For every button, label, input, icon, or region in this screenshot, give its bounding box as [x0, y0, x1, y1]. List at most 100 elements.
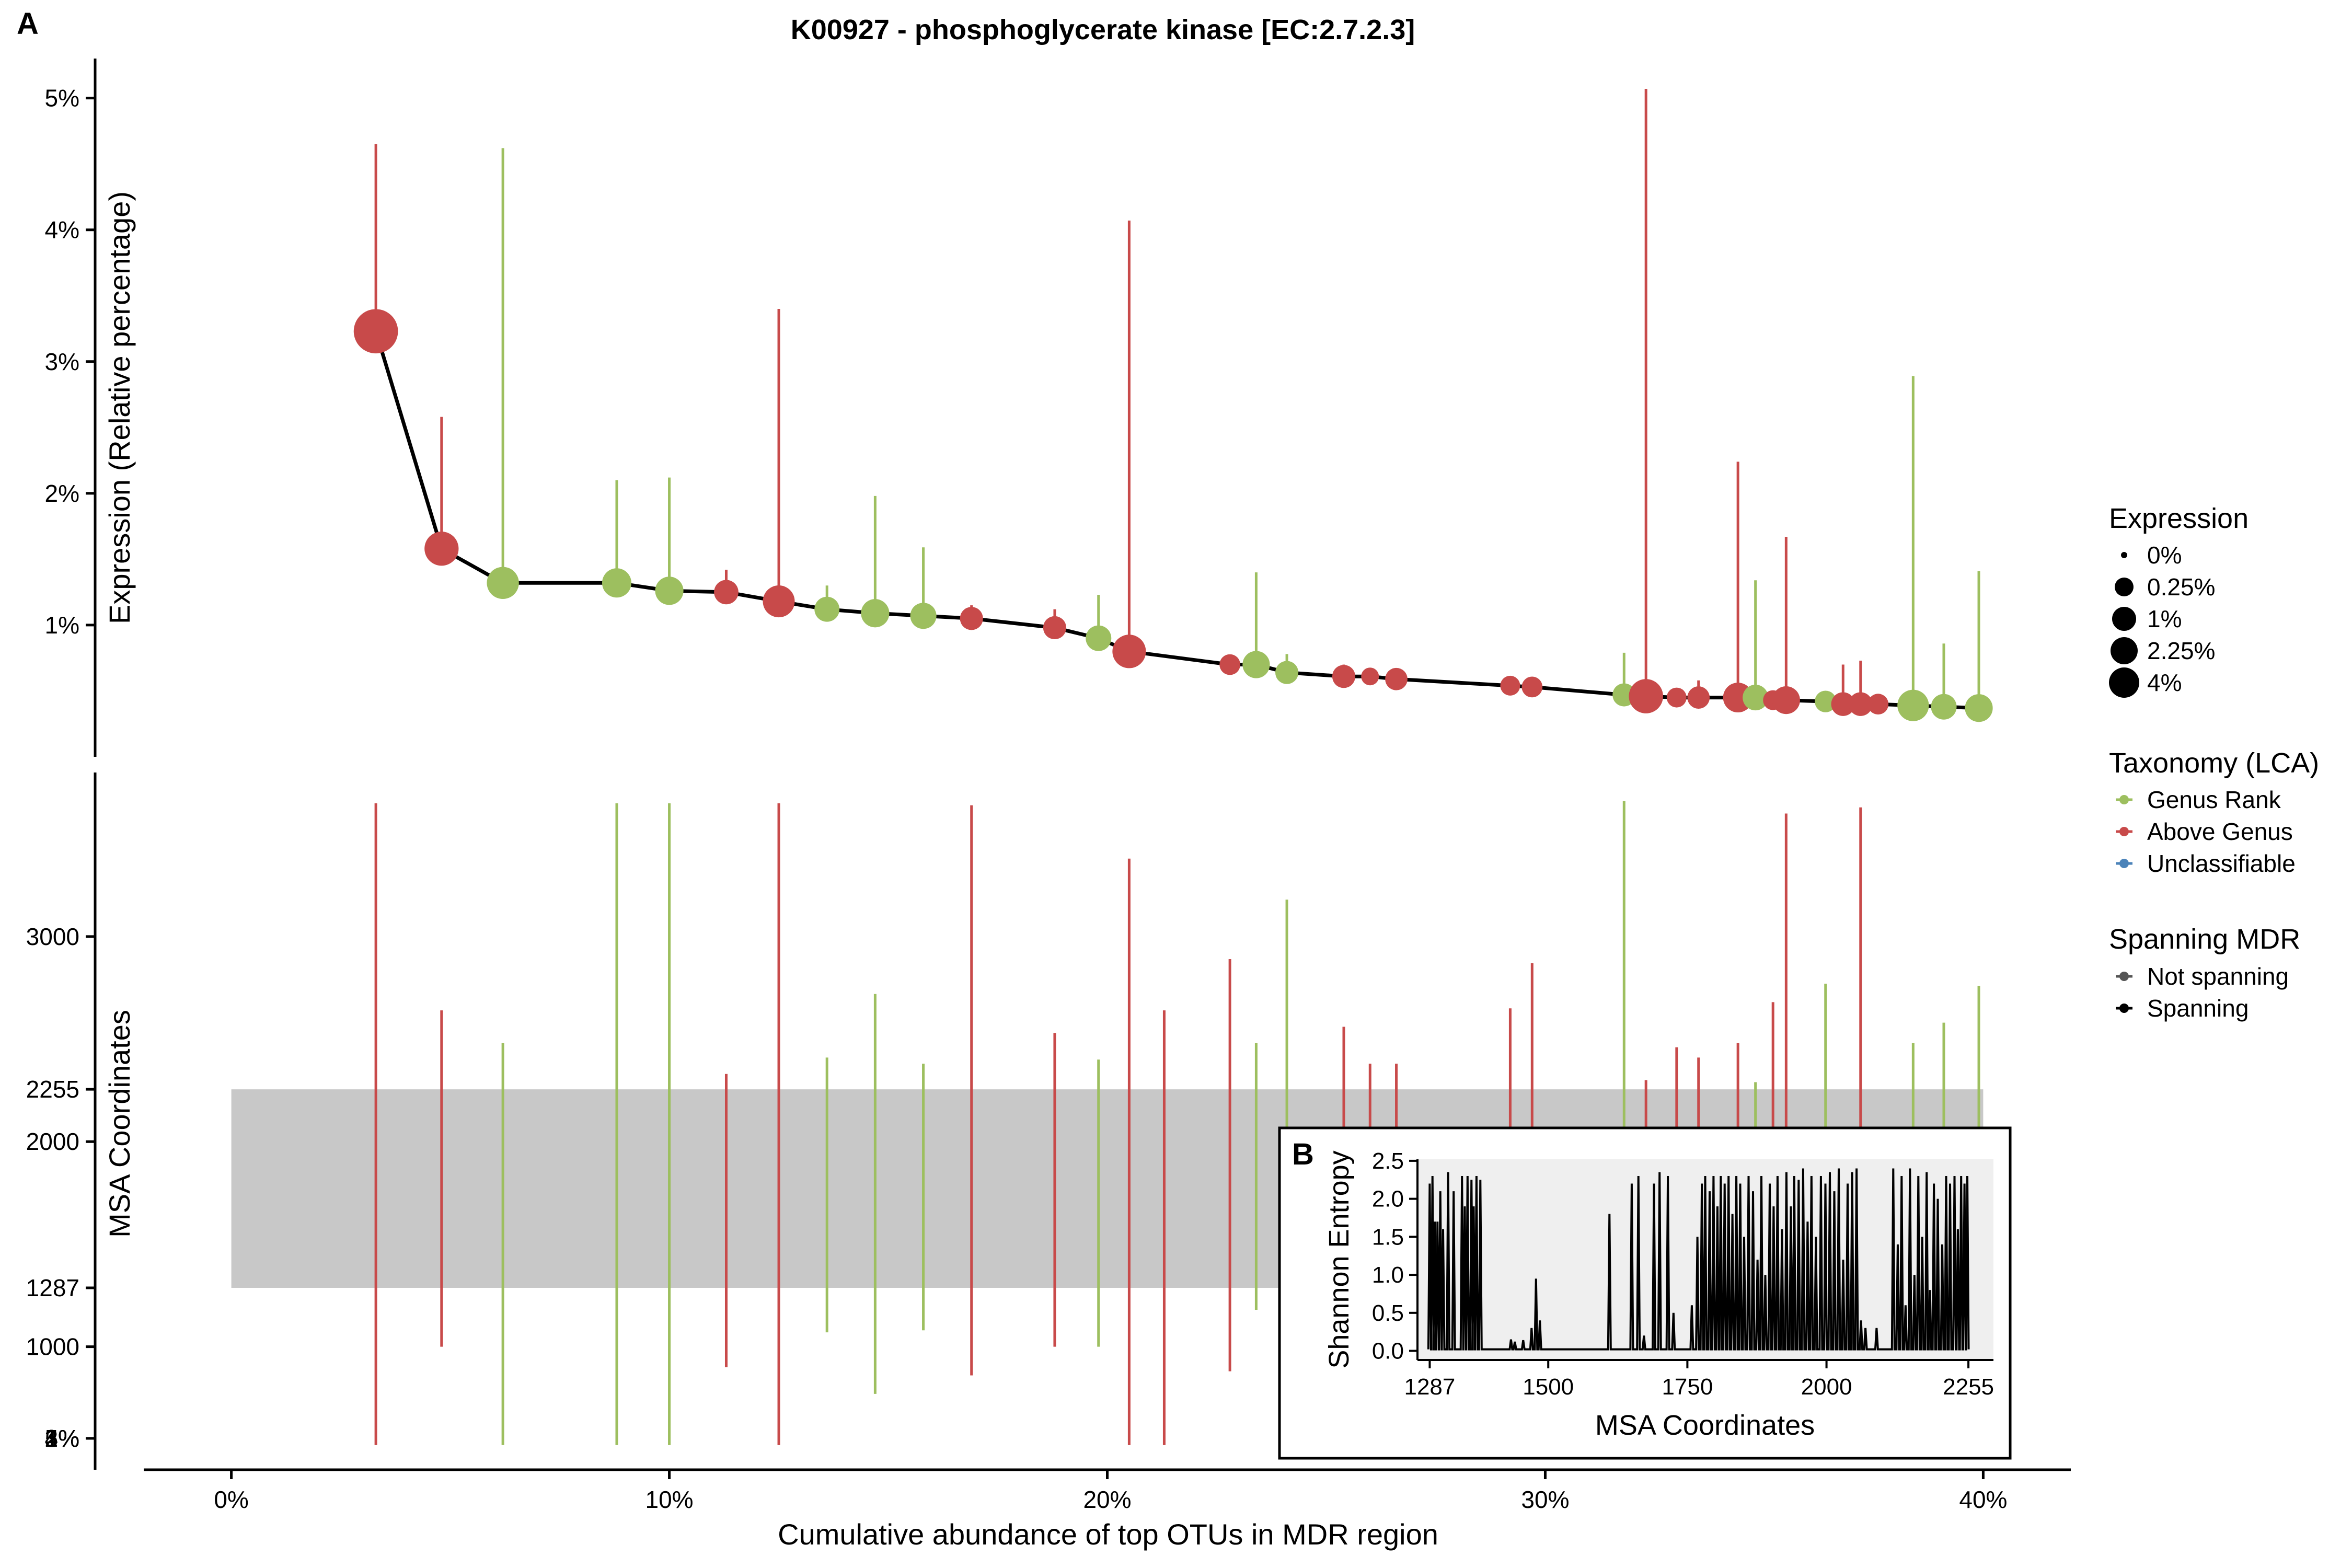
- legend-taxonomy-title: Taxonomy (LCA): [2109, 747, 2319, 779]
- legend-taxonomy-label-2: Unclassifiable: [2147, 850, 2296, 877]
- inset-y-tick-label-0: 0.0: [1372, 1339, 1404, 1364]
- expression-stems: [374, 88, 1980, 708]
- lower-y-tick-label-0: 1000: [26, 1333, 79, 1361]
- upper-y-tick-label-4: 5%: [45, 85, 79, 112]
- inset-y-axis-title: Shannon Entropy: [1323, 1150, 1355, 1368]
- inset-x-tick-label-0: 1287: [1404, 1374, 1455, 1400]
- x-ticks: 0% 10% 20% 30% 40%: [214, 1470, 2007, 1513]
- legend-expression-dot-0: [2121, 552, 2127, 558]
- expression-point-32: [1849, 692, 1873, 716]
- expression-point-31: [1831, 692, 1855, 716]
- expression-point-13: [1112, 635, 1146, 668]
- expression-point-35: [1931, 694, 1957, 720]
- lower-zero-tick-label-4: 2%: [45, 1425, 79, 1452]
- expression-point-25: [1687, 686, 1710, 709]
- legend-taxonomy-dot-0: [2119, 795, 2129, 804]
- expression-point-6: [763, 585, 795, 618]
- inset-y-tick-label-2: 1.0: [1372, 1262, 1404, 1288]
- expression-point-7: [814, 596, 840, 622]
- expression-point-0: [353, 309, 398, 354]
- legend-expression-dot-4: [2109, 667, 2139, 698]
- expression-points: [353, 309, 1993, 722]
- upper-y-tick-label-1: 2%: [45, 480, 79, 507]
- expression-point-9: [910, 603, 937, 629]
- expression-point-19: [1385, 667, 1408, 690]
- lower-y-tick-label-3: 2255: [26, 1076, 79, 1103]
- expression-point-3: [602, 568, 631, 598]
- legend-expression-title: Expression: [2109, 503, 2249, 534]
- expression-point-4: [655, 577, 684, 605]
- lower-zero-tick-label-2: 3%: [45, 1425, 79, 1452]
- expression-point-21: [1521, 676, 1543, 698]
- lower-zero-tick-label-0: 4%: [45, 1425, 79, 1452]
- expression-point-30: [1815, 690, 1837, 712]
- legend-expression-dot-2: [2112, 607, 2136, 631]
- expression-point-15: [1242, 651, 1270, 678]
- inset-y-ticks: 0.0 0.5 1.0 1.5 2.0 2.5: [1372, 1148, 1417, 1364]
- expression-point-17: [1332, 665, 1356, 688]
- legend-expression-dot-3: [2111, 637, 2138, 664]
- lower-y-tick-label-4: 3000: [26, 923, 79, 950]
- lower-y-tick-label-1: 1287: [26, 1274, 79, 1301]
- inset-x-tick-label-2: 1750: [1662, 1374, 1713, 1400]
- x-tick-label-2: 20%: [1083, 1486, 1131, 1513]
- legend-expression-label-4: 4%: [2147, 669, 2182, 696]
- expression-point-29: [1772, 686, 1800, 714]
- legend-spanning-dot-1: [2119, 1004, 2129, 1013]
- legend-spanning-items: Not spanning Spanning: [2116, 963, 2289, 1022]
- legend: Expression 0% 0.25% 1% 2.25% 4% Taxonomy (LC…: [2109, 503, 2319, 1022]
- legend-taxonomy-items: Genus Rank Above Genus Unclassifiable: [2116, 786, 2296, 877]
- expression-point-18: [1361, 667, 1379, 686]
- expression-point-23: [1629, 679, 1663, 713]
- expression-point-34: [1897, 689, 1929, 721]
- legend-spanning-label-0: Not spanning: [2147, 963, 2289, 990]
- expression-point-12: [1086, 625, 1112, 651]
- expression-point-24: [1666, 687, 1687, 708]
- inset-x-ticks: 1287 1500 1750 2000 2255: [1404, 1360, 1994, 1400]
- inset-y-tick-label-4: 2.0: [1372, 1186, 1404, 1212]
- lower-zero-tick-labels: 4%5%3%1%2%: [45, 1425, 95, 1452]
- legend-expression-label-0: 0%: [2147, 541, 2182, 569]
- lower-zero-tick-label-3: 1%: [45, 1425, 79, 1452]
- x-tick-label-1: 10%: [645, 1486, 694, 1513]
- panel-label-b: B: [1292, 1137, 1314, 1171]
- x-axis-title: Cumulative abundance of top OTUs in MDR …: [778, 1518, 1438, 1551]
- inset-panel-b: B 0.0 0.5 1.0 1.5 2.0 2.5 1287 1500 1750 2000 225…: [1278, 1126, 2012, 1460]
- lower-y-ticks: 1000 1287 2000 2255 3000: [26, 923, 95, 1361]
- legend-spanning-label-1: Spanning: [2147, 995, 2249, 1022]
- expression-point-36: [1965, 694, 1993, 722]
- legend-taxonomy-label-1: Above Genus: [2147, 818, 2293, 845]
- inset-x-tick-label-3: 2000: [1801, 1374, 1852, 1400]
- inset-x-tick-label-4: 2255: [1943, 1374, 1994, 1400]
- panel-label-a: A: [17, 7, 39, 41]
- upper-y-ticks: 1% 2% 3% 4% 5%: [45, 85, 95, 639]
- inset-x-axis-title: MSA Coordinates: [1595, 1410, 1815, 1441]
- expression-point-11: [1043, 616, 1067, 640]
- expression-point-20: [1500, 675, 1520, 696]
- legend-taxonomy-dot-2: [2119, 859, 2129, 868]
- expression-point-5: [714, 580, 739, 605]
- expression-point-2: [487, 567, 519, 599]
- entropy-line: [1427, 1168, 1970, 1351]
- inset-y-tick-label-1: 0.5: [1372, 1300, 1404, 1326]
- legend-taxonomy-dot-1: [2119, 827, 2129, 836]
- legend-expression-label-1: 0.25%: [2147, 573, 2215, 601]
- lower-y-tick-label-2: 2000: [26, 1128, 79, 1155]
- expression-point-8: [861, 599, 890, 628]
- legend-expression-label-3: 2.25%: [2147, 637, 2215, 664]
- expression-point-10: [960, 607, 983, 630]
- x-tick-label-0: 0%: [214, 1486, 248, 1513]
- legend-expression-label-2: 1%: [2147, 605, 2182, 632]
- expression-point-1: [424, 532, 459, 566]
- inset-x-tick-label-1: 1500: [1523, 1374, 1574, 1400]
- legend-spanning-dot-0: [2119, 972, 2129, 981]
- chart-title: K00927 - phosphoglycerate kinase [EC:2.7…: [791, 14, 1415, 45]
- inset-y-tick-label-5: 2.5: [1372, 1148, 1404, 1174]
- legend-expression-items: 0% 0.25% 1% 2.25% 4%: [2109, 541, 2215, 698]
- upper-y-tick-label-2: 3%: [45, 348, 79, 375]
- expression-point-33: [1867, 694, 1889, 715]
- lower-y-axis-title: MSA Coordinates: [103, 1010, 136, 1238]
- expression-point-27: [1743, 685, 1769, 711]
- legend-taxonomy-label-0: Genus Rank: [2147, 786, 2281, 813]
